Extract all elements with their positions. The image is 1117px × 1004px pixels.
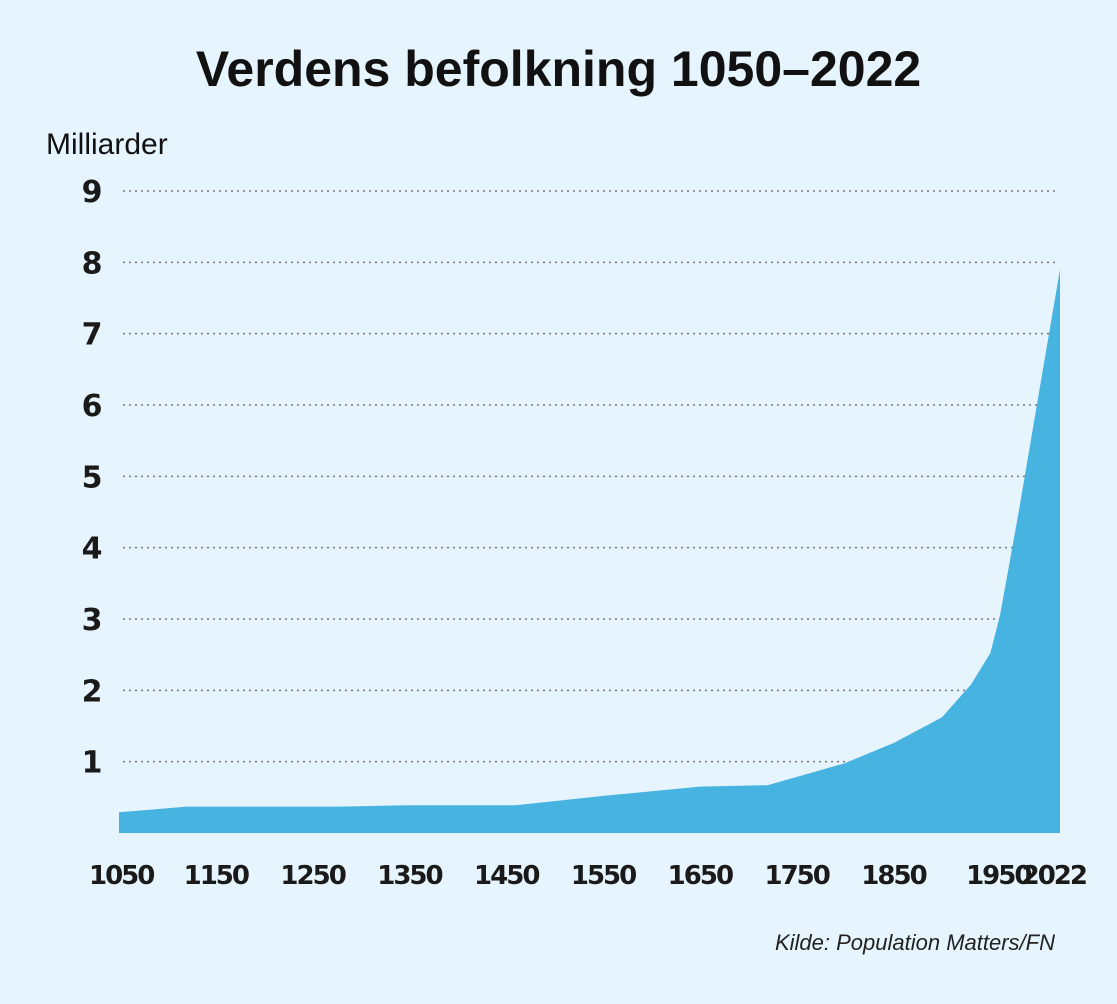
- x-axis-ticks: 1050 1150 1250 1350 1450 1550 1650 1750 1850 1950…: [89, 861, 1088, 891]
- x-tick-label: 1250: [280, 861, 345, 891]
- x-tick-label: 1450: [474, 861, 539, 891]
- y-tick-label: 5: [82, 460, 103, 495]
- y-tick-label: 4: [82, 532, 103, 567]
- x-tick-label: 1950: [966, 861, 1031, 891]
- y-tick-label: 8: [82, 246, 103, 281]
- y-tick-label: 1: [82, 746, 103, 781]
- y-tick-label: 3: [82, 603, 103, 638]
- y-axis-ticks: 1 2 3 4 5 6 7 8 9: [82, 175, 103, 781]
- x-tick-label: 1650: [668, 861, 733, 891]
- area-series: [119, 269, 1060, 833]
- population-area: [119, 269, 1060, 833]
- x-tick-label: 1850: [861, 861, 926, 891]
- x-tick-label: 1350: [377, 861, 442, 891]
- grid-lines: [123, 190, 1056, 763]
- y-tick-label: 2: [82, 674, 103, 709]
- x-tick-label: 1150: [184, 861, 249, 891]
- x-tick-label: 1050: [89, 861, 154, 891]
- y-axis-label: Milliarder: [46, 128, 168, 161]
- y-tick-label: 7: [82, 318, 103, 353]
- source-note: Kilde: Population Matters/FN: [774, 930, 1055, 955]
- x-tick-label: 1550: [571, 861, 636, 891]
- x-tick-label: 2022: [1022, 861, 1086, 891]
- y-tick-label: 9: [82, 175, 103, 210]
- y-tick-label: 6: [82, 389, 103, 424]
- chart-title: Verdens befolkning 1050–2022: [195, 41, 922, 97]
- x-tick-label: 1750: [764, 861, 829, 891]
